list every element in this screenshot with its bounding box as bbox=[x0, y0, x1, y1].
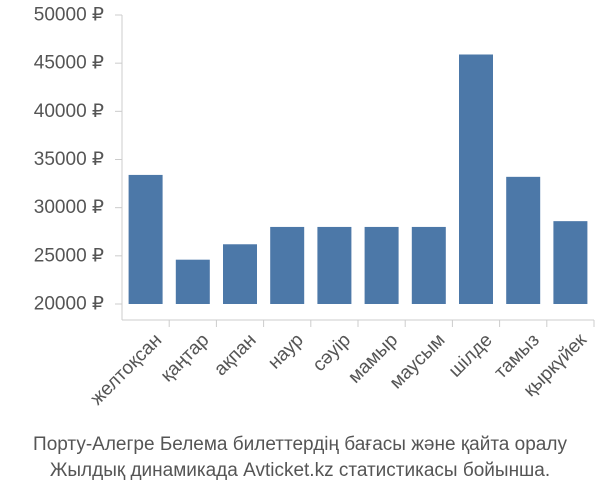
x-tick-label: наур bbox=[264, 330, 308, 374]
bar-4 bbox=[270, 226, 305, 304]
chart-caption-line-1: Порту-Алегре Белема билеттердің бағасы ж… bbox=[33, 434, 567, 455]
y-tick-label: 50000 ₽ bbox=[34, 5, 104, 26]
bar-3 bbox=[223, 244, 257, 304]
bar-chart: 20000 ₽ 25000 ₽ 30000 ₽ 35000 ₽ 40000 ₽ 45000… bbox=[34, 5, 595, 410]
bar-10 bbox=[553, 221, 588, 304]
bar-8 bbox=[459, 54, 493, 304]
x-tick-label: ақпан bbox=[210, 330, 260, 380]
y-tick-label: 45000 ₽ bbox=[34, 53, 104, 74]
bar-1 bbox=[128, 174, 163, 304]
bar-9 bbox=[506, 176, 541, 304]
x-tick-label: қаңтар bbox=[157, 330, 214, 387]
bar-2 bbox=[175, 259, 210, 304]
x-tick-label: желтоқсан bbox=[87, 330, 167, 410]
chart-caption-line-2: Жылдық динамикада Avticket.kz статистика… bbox=[49, 460, 551, 481]
y-tick-label: 35000 ₽ bbox=[34, 149, 104, 170]
bar-6 bbox=[364, 226, 399, 304]
y-tick-label: 20000 ₽ bbox=[34, 294, 104, 315]
x-tick-label: шілде bbox=[445, 330, 497, 382]
bar-5 bbox=[317, 226, 352, 304]
bar-7 bbox=[411, 226, 446, 304]
y-tick-label: 30000 ₽ bbox=[34, 197, 104, 218]
y-tick-label: 40000 ₽ bbox=[34, 101, 104, 122]
chart-canvas: 20000 ₽ 25000 ₽ 30000 ₽ 35000 ₽ 40000 ₽ 45000… bbox=[34, 5, 595, 410]
y-tick-label: 25000 ₽ bbox=[34, 245, 104, 266]
